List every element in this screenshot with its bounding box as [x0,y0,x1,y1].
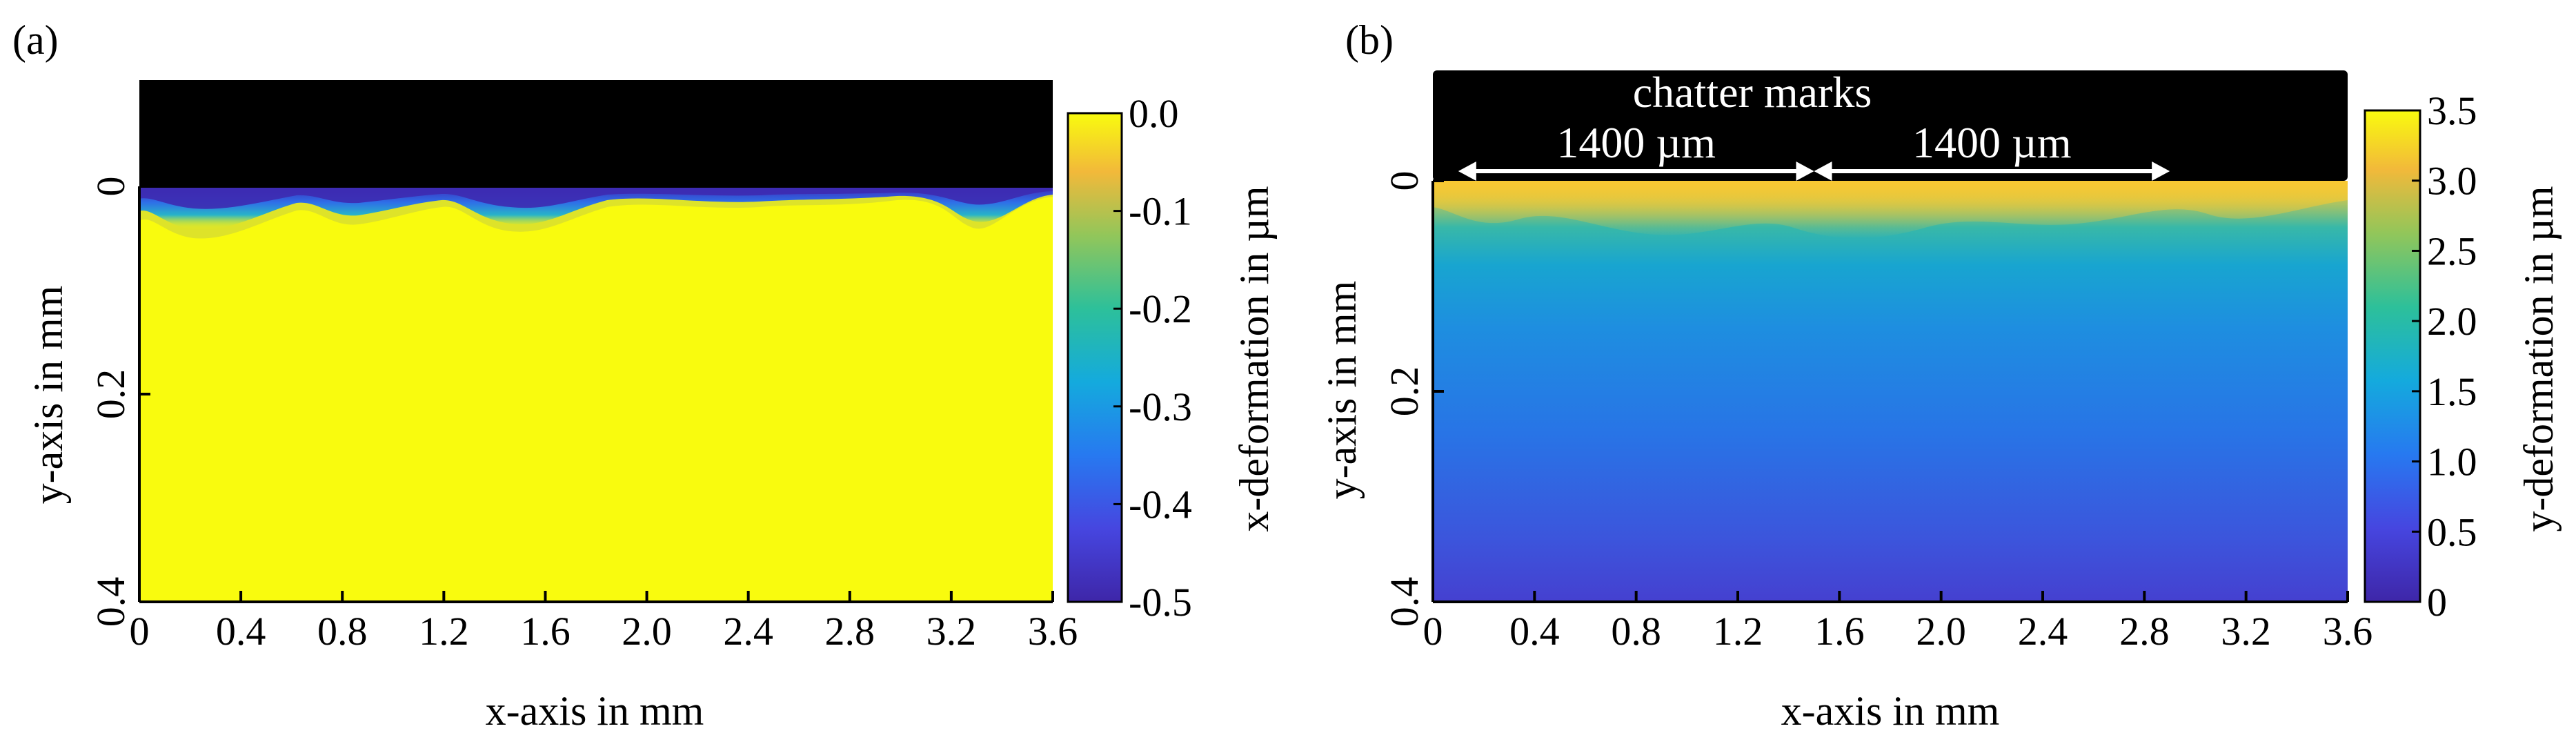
panel-b-mask [1433,70,2348,181]
x-tick-label: 0 [130,609,150,654]
colorbar-tick-label: 2.0 [2427,299,2477,344]
span-arrow-head-right [1796,162,1814,181]
x-tick-label: 0.8 [1611,609,1661,654]
panel-b-x-label: x-axis in mm [1781,688,2000,733]
panel-a-edge-core [139,188,1053,209]
x-tick-label: 3.6 [1028,609,1078,654]
panel-a-y-label: y-axis in mm [26,286,71,505]
x-tick-label: 3.2 [927,609,977,654]
y-tick-label: 0.2 [88,369,133,420]
panel-a-x-ticks: 0 0.4 0.8 1.2 1.6 2.0 2.4 2.8 3.2 3.6 [130,591,1078,654]
colorbar-tick-label: -0.5 [1129,580,1192,625]
x-tick-label: 0.4 [216,609,266,654]
colorbar-tick-label: 0.5 [2427,509,2477,554]
panel-b-colorbar-label: y-deformation in µm [2516,186,2562,531]
colorbar-tick-label: 0 [2427,580,2447,625]
panel-b-label: (b) [1345,17,1394,63]
x-tick-label: 1.2 [419,609,469,654]
chatter-marks-title: chatter marks [1633,68,1872,117]
panel-b-chatter-waves [1433,181,2348,238]
span-arrow-head-left [1458,162,1476,181]
colorbar-tick-label: -0.1 [1129,189,1192,234]
colorbar-tick-label: 3.0 [2427,159,2477,204]
x-tick-label: 2.0 [622,609,672,654]
y-tick-label: 0 [88,177,133,197]
span-label: 1400 µm [1556,118,1716,167]
panel-b-field [1433,181,2348,602]
panel-a-field [139,186,1053,602]
x-tick-label: 1.2 [1713,609,1763,654]
x-tick-label: 1.6 [1814,609,1865,654]
x-tick-label: 0 [1423,609,1443,654]
x-tick-label: 2.0 [1916,609,1966,654]
colorbar-tick-label: 3.5 [2427,88,2477,133]
panel-a: (a) 0 0.4 0.8 1.2 1.6 2.0 2.4 2.8 3.2 3.6 00.20.4… [12,17,1277,733]
span-label: 1400 µm [1912,118,2072,167]
x-tick-label: 2.4 [723,609,773,654]
panel-b: (b) chatter marks 1400 µm 1400 µm 0 0.4 0.8… [1319,17,2562,733]
x-tick-label: 3.6 [2323,609,2373,654]
panel-a-y-ticks: 0 0.2 0.4 [88,177,150,627]
panel-b-x-ticks: 0 0.4 0.8 1.2 1.6 2.0 2.4 2.8 3.2 3.6 [1423,591,2373,654]
x-tick-label: 2.8 [825,609,875,654]
y-tick-label: 0 [1382,171,1427,191]
y-tick-label: 0.4 [1382,577,1427,627]
panel-a-x-label: x-axis in mm [486,688,704,733]
panel-a-colorbar-label: x-deformation in µm [1231,186,1277,531]
panel-a-label: (a) [12,17,59,63]
x-tick-label: 0.8 [317,609,368,654]
panel-b-y-label: y-axis in mm [1319,281,1365,500]
colorbar-tick-label: -0.3 [1129,384,1192,429]
span-arrow-head-right [2152,162,2170,181]
colorbar-tick-label: 1.5 [2427,369,2477,414]
span-arrow-head-left [1814,162,1832,181]
y-tick-label: 0.2 [1382,366,1427,417]
colorbar-tick-label: 0.0 [1129,91,1179,136]
colorbar-tick-label: 2.5 [2427,228,2477,273]
panel-b-y-ticks: 0 0.2 0.4 [1382,171,1444,627]
x-tick-label: 3.2 [2221,609,2271,654]
panel-b-annotation-spans: 1400 µm 1400 µm [1458,118,2170,181]
x-tick-label: 2.4 [2018,609,2068,654]
panel-a-colorbar-ticks: 0.0 -0.1 -0.2 -0.3 -0.4 -0.5 [1113,91,1192,625]
colorbar-tick-label: -0.4 [1129,482,1192,527]
panel-a-colorbar [1067,112,1123,603]
colorbar-tick-label: 1.0 [2427,440,2477,485]
x-tick-label: 2.8 [2119,609,2170,654]
panel-a-mask [139,80,1053,188]
panel-b-colorbar-ticks: 3.5 3.0 2.5 2.0 1.5 1.0 0.5 0 [2412,88,2477,625]
x-tick-label: 1.6 [520,609,571,654]
y-tick-label: 0.4 [88,577,133,627]
panel-b-colorbar [2364,109,2421,603]
colorbar-tick-label: -0.2 [1129,286,1192,331]
x-tick-label: 0.4 [1509,609,1560,654]
